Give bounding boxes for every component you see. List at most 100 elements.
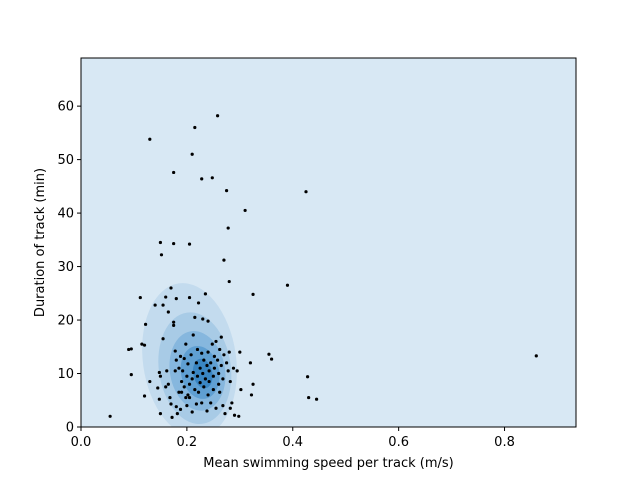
plot-frame — [80, 57, 577, 428]
data-point — [178, 407, 183, 411]
data-point — [174, 297, 178, 301]
x-tick-label: 0.0 — [71, 435, 92, 450]
data-point — [238, 350, 242, 354]
data-point — [193, 315, 197, 319]
y-axis-ticks: 0 10 20 30 40 50 60 — [57, 100, 81, 436]
data-point — [164, 385, 168, 389]
data-point — [231, 366, 236, 370]
data-point — [138, 295, 142, 300]
data-point — [314, 397, 319, 401]
data-point — [169, 286, 173, 290]
data-point — [214, 339, 218, 344]
data-point — [172, 323, 176, 327]
data-point — [212, 354, 217, 359]
data-point — [159, 253, 164, 257]
data-point — [239, 387, 243, 392]
y-tick-label: 50 — [57, 153, 74, 168]
data-point — [307, 395, 311, 400]
data-point — [189, 353, 193, 357]
data-point — [217, 371, 221, 376]
data-point — [181, 369, 185, 373]
data-point — [129, 347, 133, 351]
data-point — [269, 357, 274, 361]
data-point — [224, 361, 229, 365]
data-point — [226, 226, 230, 230]
data-point — [227, 279, 231, 284]
data-point — [185, 374, 189, 378]
y-tick-label: 30 — [57, 260, 74, 275]
data-point — [211, 387, 215, 392]
data-point — [187, 382, 192, 386]
x-axis-ticks: 0.0 0.2 0.4 0.6 0.8 — [71, 427, 515, 450]
data-point — [224, 189, 229, 193]
data-point — [194, 361, 199, 365]
data-point — [164, 295, 168, 299]
data-point — [200, 401, 204, 405]
data-point — [156, 386, 160, 390]
data-point — [228, 379, 232, 384]
data-point — [172, 241, 176, 246]
data-point — [230, 401, 234, 405]
data-point — [148, 379, 152, 384]
data-point — [267, 352, 271, 356]
x-tick-label: 0.6 — [388, 435, 409, 450]
data-point — [177, 390, 181, 394]
data-point — [206, 319, 210, 323]
data-point — [187, 295, 192, 300]
data-point — [143, 322, 148, 326]
data-point — [173, 349, 177, 353]
data-point — [157, 370, 161, 375]
data-point — [201, 371, 205, 376]
data-point — [193, 125, 197, 130]
data-point — [212, 366, 217, 370]
data-point — [142, 394, 147, 398]
data-point — [186, 393, 190, 397]
data-point — [161, 303, 165, 307]
data-point — [205, 409, 209, 413]
data-point — [173, 369, 177, 373]
y-tick-label: 20 — [57, 314, 74, 329]
y-axis-label: Duration of track (min) — [33, 168, 48, 317]
data-point — [207, 379, 211, 384]
data-point — [305, 375, 310, 379]
data-point — [235, 369, 239, 373]
data-point — [170, 415, 174, 419]
data-point — [228, 406, 232, 410]
x-tick-label: 0.8 — [494, 435, 515, 450]
data-point — [222, 353, 226, 357]
data-point — [221, 377, 225, 381]
data-point — [166, 382, 170, 386]
data-point — [165, 369, 169, 373]
data-point — [304, 190, 308, 194]
data-point — [215, 358, 220, 362]
data-point — [248, 361, 253, 365]
data-point — [140, 342, 144, 346]
data-point — [218, 390, 222, 394]
data-point — [206, 393, 210, 397]
data-point — [200, 177, 204, 181]
data-point — [226, 369, 230, 373]
data-point — [534, 354, 538, 358]
data-point — [179, 379, 184, 384]
data-point — [210, 176, 214, 180]
data-point — [232, 413, 237, 417]
data-point — [227, 350, 231, 354]
data-point — [214, 406, 218, 410]
data-point — [184, 395, 188, 400]
data-point — [209, 361, 213, 365]
data-point — [184, 342, 188, 346]
y-tick-label: 10 — [57, 367, 74, 382]
data-point — [179, 390, 184, 394]
data-point — [200, 351, 204, 355]
data-point — [190, 377, 194, 381]
data-point — [237, 414, 241, 418]
data-point — [186, 362, 190, 366]
data-point — [249, 393, 254, 397]
data-point — [201, 317, 205, 321]
y-tick-label: 0 — [66, 421, 74, 436]
data-point — [191, 333, 195, 337]
data-point — [195, 347, 200, 352]
data-point — [108, 414, 112, 418]
data-point — [174, 405, 178, 409]
data-point — [211, 374, 215, 378]
